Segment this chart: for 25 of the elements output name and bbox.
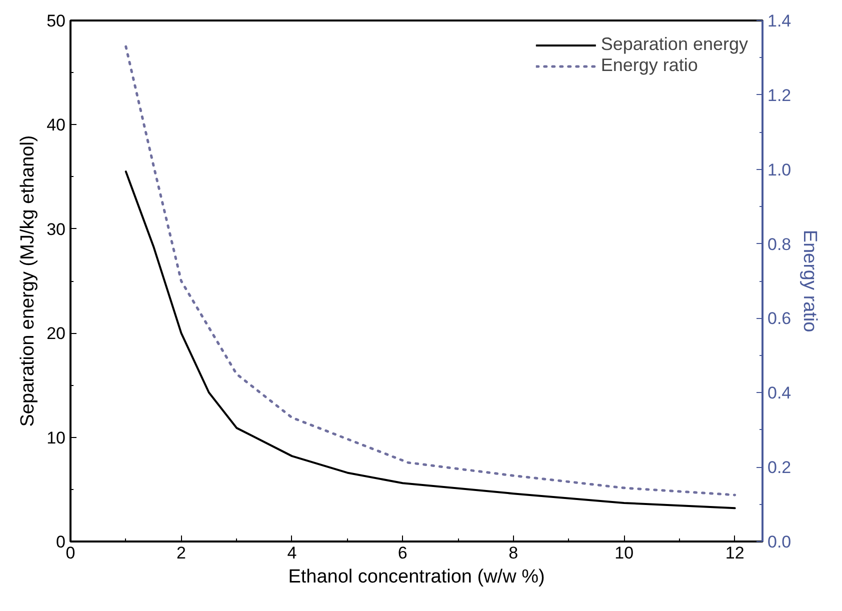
y2-axis-title: Energy ratio: [799, 230, 820, 332]
y2-tick-label: 1.2: [768, 86, 792, 105]
y2-tick-label: 1.4: [768, 12, 792, 30]
y2-tick-label: 0.4: [768, 384, 792, 403]
x-tick-label: 8: [508, 544, 518, 562]
y2-tick-label: 1.0: [768, 160, 792, 180]
y2-tick-label: 0.6: [768, 309, 792, 328]
y-tick-label: 30: [46, 220, 66, 239]
x-axis-title: Ethanol concentration (w/w %): [288, 566, 545, 588]
y-tick-label: 50: [46, 12, 66, 30]
x-tick-label: 6: [398, 544, 408, 562]
legend-label: Separation energy: [600, 34, 748, 55]
x-tick-label: 2: [176, 544, 186, 562]
y2-tick-label: 0.2: [768, 458, 792, 478]
legend-label: Energy ratio: [600, 55, 698, 76]
x-tick-label: 12: [725, 544, 744, 562]
x-tick-label: 4: [287, 544, 297, 562]
y-axis-title: Separation energy (MJ/kg ethanol): [18, 135, 39, 427]
y-tick-label: 40: [46, 116, 66, 135]
y-tick-label: 10: [46, 428, 66, 448]
line-series: [124, 170, 736, 510]
y-tick-label: 20: [46, 324, 66, 344]
y2-tick-label: 0.8: [768, 234, 792, 254]
y2-tick-label: 0.0: [768, 532, 792, 552]
x-tick-label: 10: [614, 544, 634, 562]
